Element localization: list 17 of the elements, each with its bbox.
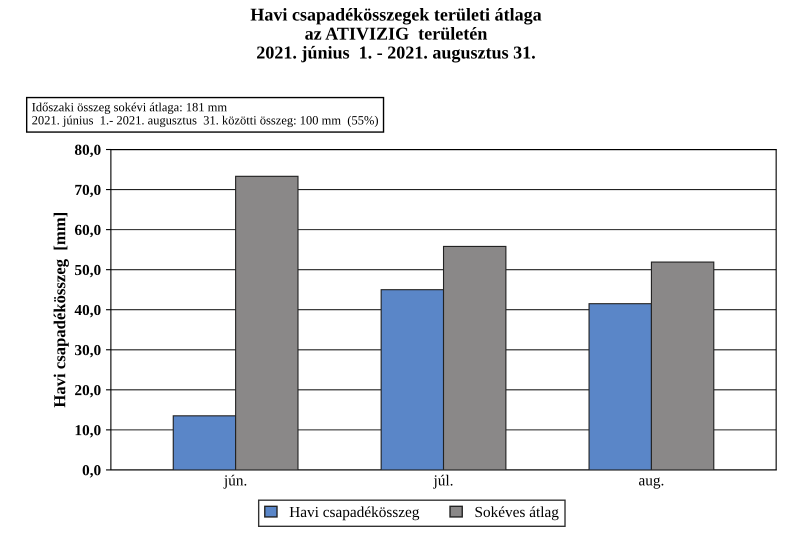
- y-tick-label: 30,0: [74, 344, 101, 358]
- y-tick-label: 60,0: [74, 224, 101, 238]
- y-tick-label: 20,0: [75, 384, 101, 398]
- legend-label: Sokéves átlag: [475, 506, 559, 520]
- chart-title: Havi csapadékösszegek területi átlaga az ATIVIZIG területén 2021. június 1. - 2021. augusztus 31.: [250, 8, 542, 62]
- y-tick-label: 50,0: [75, 264, 101, 278]
- y-tick-label: 10,0: [76, 425, 101, 438]
- y-axis-title: Havi csapadékösszeg [mm]: [54, 213, 69, 408]
- y-tick-label: 40,0: [74, 304, 101, 318]
- y-tick-label: 70,0: [75, 184, 101, 198]
- x-tick-label: jún.: [224, 474, 246, 489]
- y-tick-label: 0,0: [82, 465, 101, 478]
- x-tick-label: aug.: [639, 478, 664, 489]
- legend-label: Havi csapadékösszeg: [290, 506, 420, 520]
- text: Időszaki összeg sokévi átlaga: 181 mm 2021. június 1.- 2021. augusztus 31. közötti összeg: 100 mm (55%): [32, 102, 378, 128]
- x-tick-label: júl.: [433, 474, 452, 489]
- y-tick-label: 80,0: [74, 144, 101, 158]
